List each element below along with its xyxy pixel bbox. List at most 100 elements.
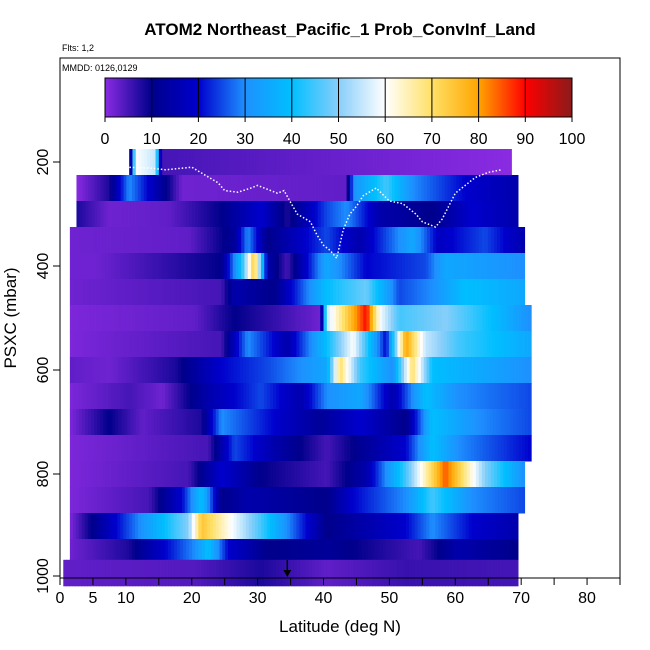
heatmap-cell (136, 487, 141, 514)
heatmap-cell (90, 383, 95, 410)
heatmap-cell (156, 539, 160, 566)
heatmap-cell (281, 559, 286, 587)
heatmap-cell (399, 513, 404, 540)
heatmap-cell (438, 175, 443, 202)
heatmap-cell (376, 487, 381, 514)
heatmap-cell (475, 559, 480, 587)
heatmap-cell (506, 383, 511, 410)
heatmap-cell (277, 279, 281, 306)
heatmap-cell (350, 487, 354, 514)
heatmap-cell (109, 487, 114, 514)
heatmap-cell (476, 175, 481, 202)
heatmap-cell (285, 357, 290, 384)
heatmap-cell (306, 279, 310, 306)
heatmap-cell (385, 201, 389, 228)
heatmap-cell (268, 409, 272, 436)
heatmap-cell (512, 175, 516, 202)
heatmap-cell (69, 331, 74, 358)
heatmap-cell (468, 279, 472, 306)
heatmap-cell (381, 513, 386, 540)
heatmap-cell (377, 331, 381, 358)
heatmap-cell (427, 149, 431, 176)
heatmap-cell (250, 331, 255, 358)
heatmap-cell (392, 383, 397, 410)
heatmap-cell (461, 331, 466, 358)
heatmap-cell (329, 253, 334, 280)
heatmap-cell (359, 409, 364, 436)
heatmap-cell (446, 539, 451, 566)
heatmap-cell (264, 149, 269, 176)
heatmap-cell (234, 227, 239, 254)
heatmap-cell (481, 227, 486, 254)
heatmap-cell (488, 279, 493, 306)
heatmap-cell (258, 149, 263, 176)
heatmap-cell (195, 409, 200, 436)
heatmap-cell (75, 409, 80, 436)
heatmap-cell (464, 331, 469, 358)
heatmap-cell (282, 357, 287, 384)
heatmap-cell (473, 383, 478, 410)
heatmap-cell (500, 279, 505, 306)
heatmap-cell (384, 279, 388, 306)
heatmap-cell (473, 175, 478, 202)
heatmap-cell (153, 539, 157, 566)
heatmap-cell (380, 175, 384, 202)
heatmap-cell (270, 253, 274, 280)
heatmap-cell (278, 305, 283, 332)
heatmap-cell (165, 305, 169, 332)
heatmap-cell (424, 559, 428, 587)
heatmap-cell (135, 513, 139, 540)
heatmap-cell (477, 357, 481, 384)
heatmap-cell (388, 539, 393, 566)
heatmap-cell (481, 253, 486, 280)
heatmap-cell (429, 513, 433, 540)
heatmap-cell (139, 487, 144, 514)
heatmap-cell (449, 383, 454, 410)
heatmap-cell (478, 409, 482, 436)
heatmap-cell (291, 227, 295, 254)
heatmap-cell (146, 253, 151, 280)
heatmap-cell (309, 435, 313, 462)
heatmap-cell (408, 435, 413, 462)
heatmap-cell (335, 201, 339, 228)
heatmap-cell (278, 487, 282, 514)
heatmap-cell (190, 435, 194, 462)
heatmap-cell (369, 305, 374, 332)
heatmap-cell (287, 461, 292, 488)
heatmap-cell (420, 149, 425, 176)
heatmap-cell (498, 487, 502, 514)
heatmap-cell (233, 559, 238, 587)
heatmap-cell (208, 383, 212, 410)
heatmap-cell (79, 175, 84, 202)
heatmap-cell (277, 175, 282, 202)
heatmap-cell (491, 253, 495, 280)
heatmap-cell (221, 487, 225, 514)
heatmap-cell (373, 201, 378, 228)
heatmap-cell (278, 461, 283, 488)
heatmap-cell (94, 357, 98, 384)
heatmap-cell (166, 357, 170, 384)
heatmap-cell (335, 331, 340, 358)
heatmap-cell (198, 409, 203, 436)
heatmap-cell (434, 383, 439, 410)
heatmap-cell (306, 357, 310, 384)
heatmap-cell (93, 227, 98, 254)
heatmap-cell (382, 305, 386, 332)
heatmap-cell (203, 279, 208, 306)
heatmap-cell (234, 539, 238, 566)
heatmap-cell (93, 305, 98, 332)
heatmap-cell (411, 461, 415, 488)
heatmap-cell (518, 383, 523, 410)
heatmap-cell (506, 175, 510, 202)
heatmap-cell (409, 357, 414, 384)
heatmap-cell (391, 539, 396, 566)
heatmap-cell (171, 305, 175, 332)
heatmap-cell (231, 435, 236, 462)
heatmap-cell (177, 383, 182, 410)
heatmap-cell (248, 559, 253, 587)
heatmap-cell (82, 201, 87, 228)
heatmap-cell (512, 305, 517, 332)
heatmap-cell (103, 409, 107, 436)
heatmap-cell (373, 539, 378, 566)
heatmap-cell (254, 513, 259, 540)
